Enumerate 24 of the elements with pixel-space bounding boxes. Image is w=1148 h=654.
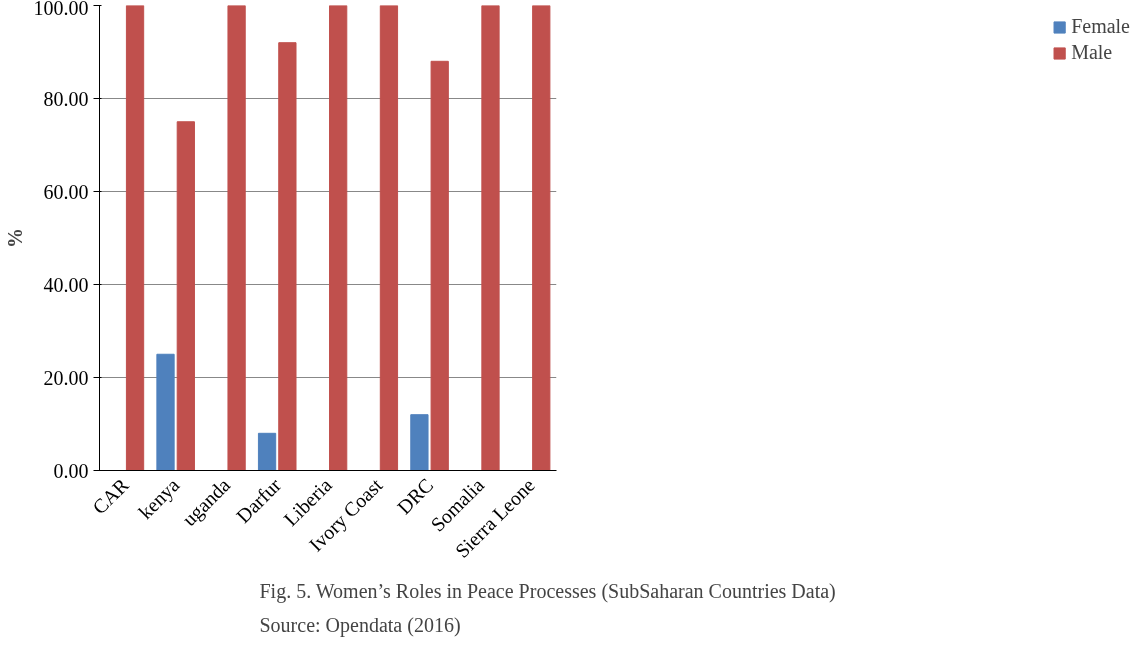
bar — [278, 42, 297, 471]
bar — [329, 5, 348, 471]
y-tick-label: 60.00 — [43, 180, 89, 203]
caption: Fig. 5. Women’s Roles in Peace Processes (SubSaharan Countries Data) — [259, 579, 836, 603]
y-tick-label: 0.00 — [53, 459, 89, 482]
bar — [156, 353, 175, 471]
legend-label: Male — [1071, 41, 1113, 64]
y-axis-title: % — [3, 228, 26, 248]
bar — [430, 60, 449, 471]
bar — [227, 5, 246, 471]
bar — [125, 5, 145, 471]
bar — [176, 121, 195, 471]
legend-label: Female — [1071, 15, 1130, 38]
bar — [410, 414, 429, 471]
bar — [257, 432, 277, 471]
bar — [532, 5, 551, 471]
y-tick-label: 80.00 — [43, 87, 89, 110]
x-tick-label: CAR — [88, 473, 134, 519]
y-tick-label: 40.00 — [43, 273, 89, 296]
bar — [481, 5, 500, 471]
source-note: Source: Opendata (2016) — [259, 613, 461, 637]
bar — [379, 5, 399, 471]
y-tick-label: 100.00 — [33, 0, 89, 19]
y-tick-label: 20.00 — [43, 366, 89, 389]
